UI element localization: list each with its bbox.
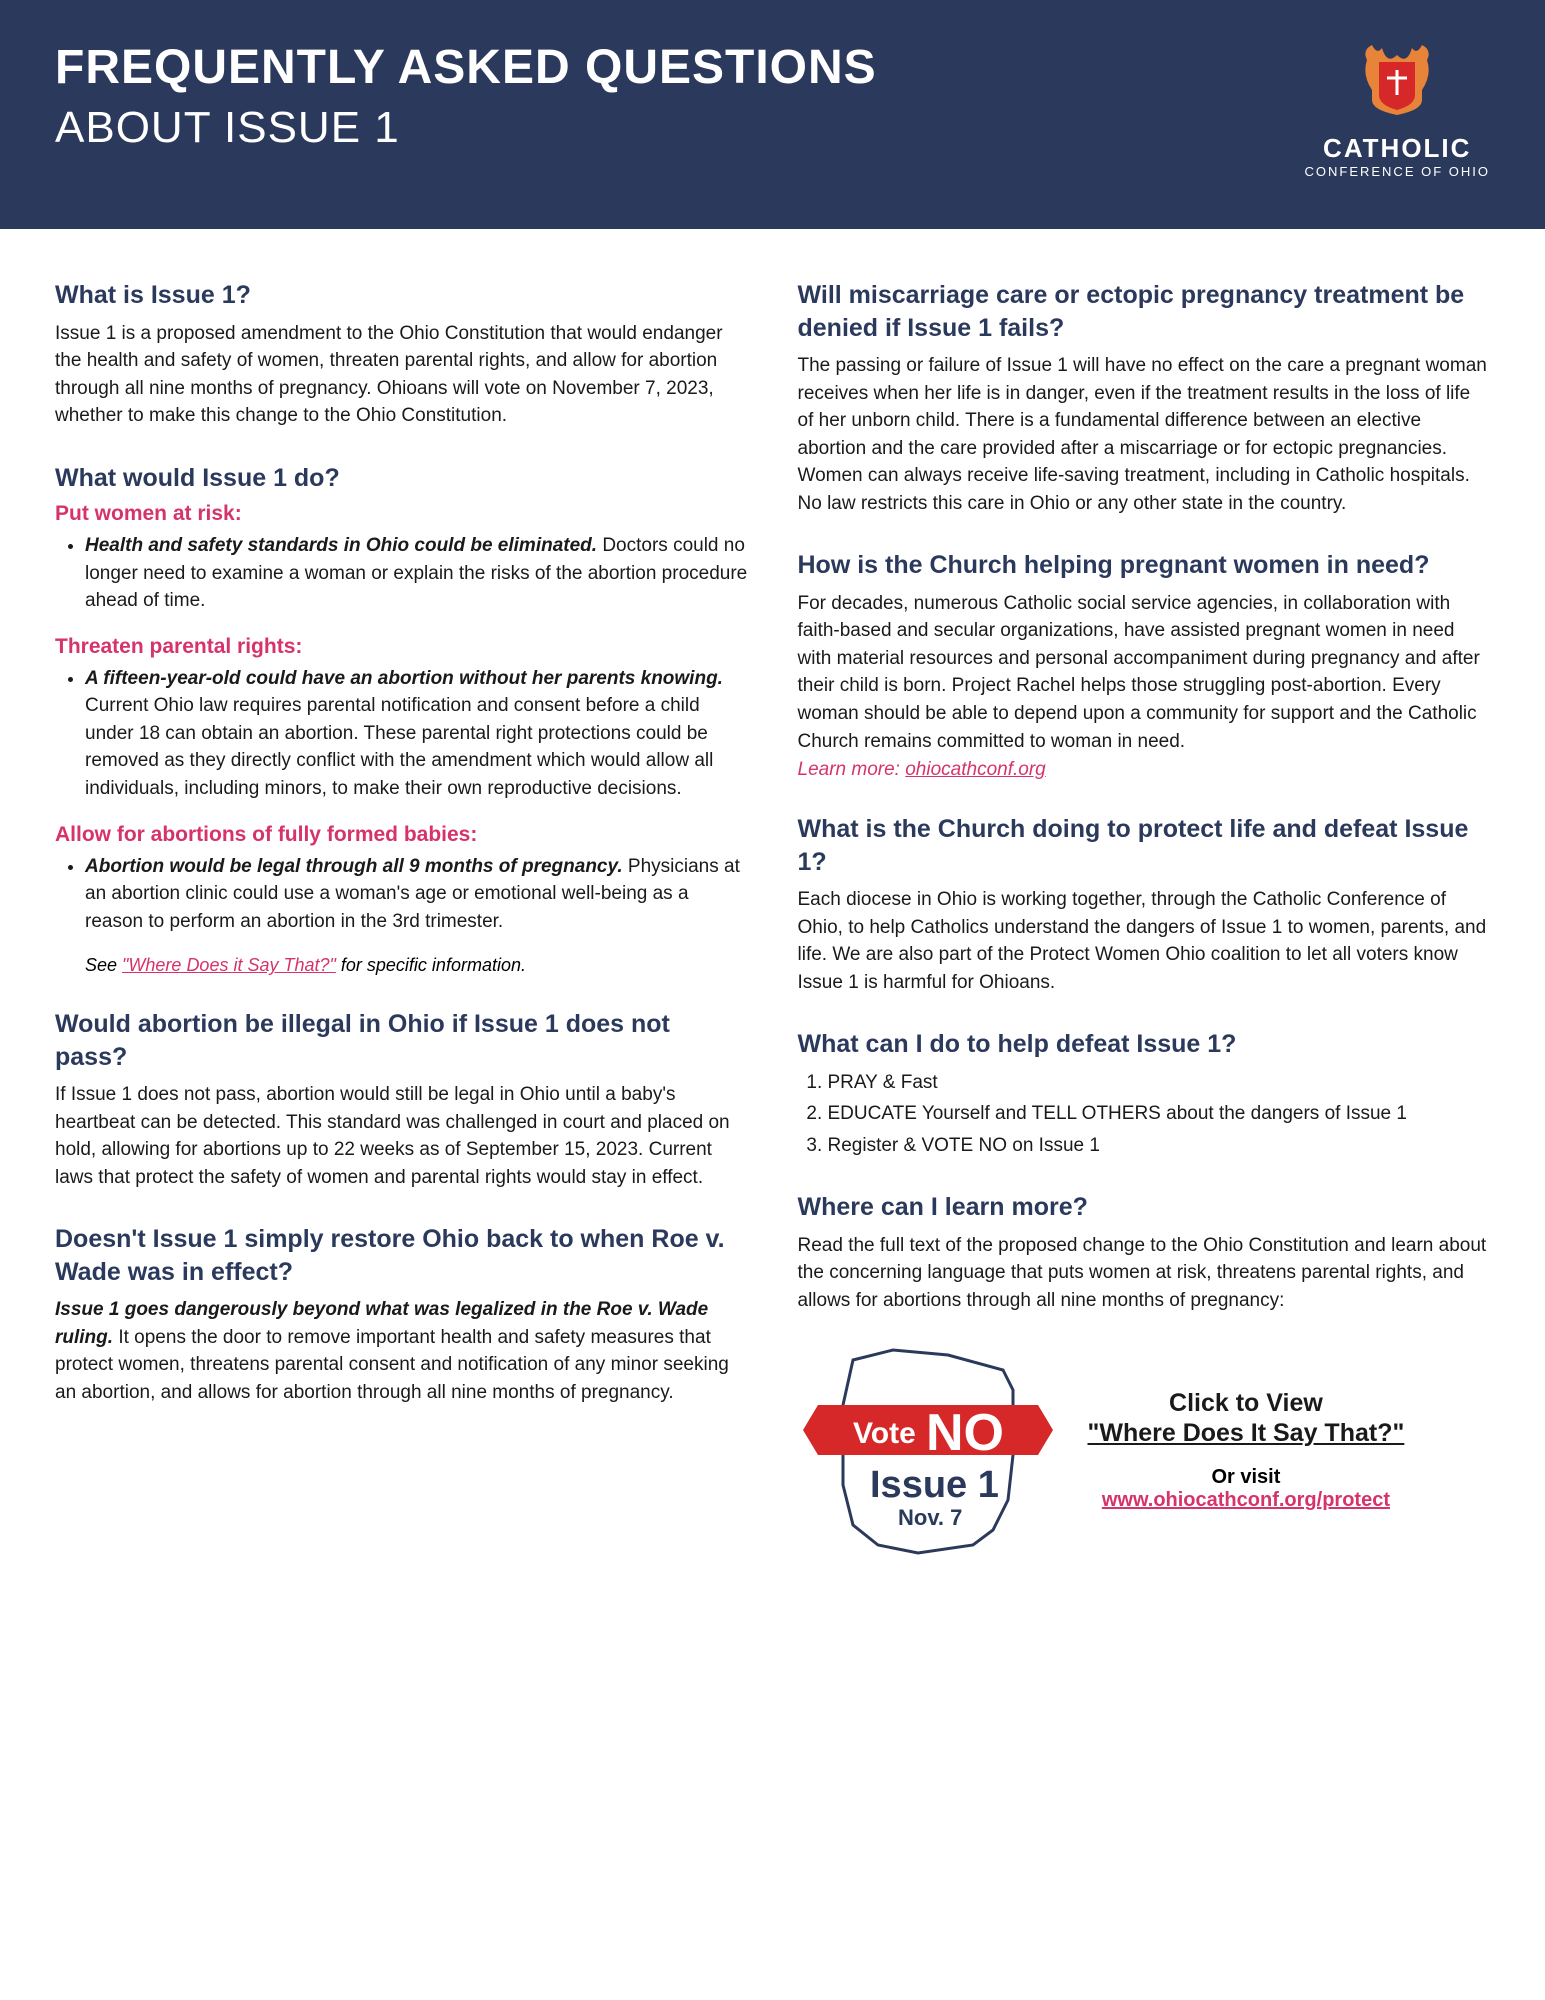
- q6-learn-pre: Learn more:: [798, 759, 906, 780]
- q5-title: Will miscarriage care or ectopic pregnan…: [798, 279, 1491, 344]
- see-pre: See: [85, 955, 122, 975]
- sub1-list: Health and safety standards in Ohio coul…: [55, 532, 748, 615]
- svg-text:Nov. 7: Nov. 7: [898, 1505, 962, 1530]
- sub3-item: Abortion would be legal through all 9 mo…: [85, 853, 748, 936]
- q6-title: How is the Church helping pregnant women…: [798, 549, 1491, 582]
- svg-text:Issue 1: Issue 1: [870, 1464, 999, 1506]
- flame-shield-icon: [1347, 40, 1447, 120]
- sub2-bold: A fifteen-year-old could have an abortio…: [85, 668, 723, 689]
- see-link[interactable]: "Where Does it Say That?": [122, 955, 336, 975]
- sub1-item: Health and safety standards in Ohio coul…: [85, 532, 748, 615]
- q3-body: If Issue 1 does not pass, abortion would…: [55, 1081, 748, 1191]
- header: FREQUENTLY ASKED QUESTIONS ABOUT ISSUE 1…: [0, 0, 1545, 229]
- q8-item-1: PRAY & Fast: [828, 1069, 1491, 1097]
- page-title: FREQUENTLY ASKED QUESTIONS: [55, 40, 877, 95]
- sub2-rest: Current Ohio law requires parental notif…: [85, 695, 713, 799]
- cta-row: Vote NO Issue 1 Nov. 7 Click to View "Wh…: [798, 1335, 1491, 1565]
- q9-body: Read the full text of the proposed chang…: [798, 1232, 1491, 1315]
- cta-click: Click to View: [1088, 1387, 1405, 1420]
- q8-item-2: EDUCATE Yourself and TELL OTHERS about t…: [828, 1100, 1491, 1128]
- q4-title: Doesn't Issue 1 simply restore Ohio back…: [55, 1223, 748, 1288]
- svg-text:Vote: Vote: [853, 1417, 916, 1450]
- logo-subtext: CONFERENCE OF OHIO: [1304, 164, 1490, 179]
- q4-rest: It opens the door to remove important he…: [55, 1327, 729, 1403]
- see-note: See "Where Does it Say That?" for specif…: [85, 955, 748, 976]
- q4-body: Issue 1 goes dangerously beyond what was…: [55, 1296, 748, 1406]
- header-text: FREQUENTLY ASKED QUESTIONS ABOUT ISSUE 1: [55, 40, 877, 153]
- q2-title: What would Issue 1 do?: [55, 462, 748, 495]
- q8-item-3: Register & VOTE NO on Issue 1: [828, 1132, 1491, 1160]
- q8-title: What can I do to help defeat Issue 1?: [798, 1028, 1491, 1061]
- sub3-list: Abortion would be legal through all 9 mo…: [55, 853, 748, 936]
- q6-learn: Learn more: ohiocathconf.org: [798, 759, 1491, 781]
- page-subtitle: ABOUT ISSUE 1: [55, 103, 877, 153]
- vote-no-badge-icon[interactable]: Vote NO Issue 1 Nov. 7: [798, 1335, 1058, 1565]
- right-column: Will miscarriage care or ectopic pregnan…: [798, 279, 1491, 1565]
- logo: CATHOLIC CONFERENCE OF OHIO: [1304, 40, 1490, 179]
- q1-body: Issue 1 is a proposed amendment to the O…: [55, 320, 748, 430]
- q7-body: Each diocese in Ohio is working together…: [798, 886, 1491, 996]
- q6-link[interactable]: ohiocathconf.org: [905, 759, 1046, 780]
- cta-view-link[interactable]: "Where Does It Say That?": [1088, 1419, 1405, 1447]
- sub2-item: A fifteen-year-old could have an abortio…: [85, 665, 748, 803]
- sub1-bold: Health and safety standards in Ohio coul…: [85, 535, 597, 556]
- logo-text: CATHOLIC: [1304, 133, 1490, 164]
- cta-url-link[interactable]: www.ohiocathconf.org/protect: [1102, 1489, 1390, 1511]
- q9-title: Where can I learn more?: [798, 1191, 1491, 1224]
- cta-text: Click to View "Where Does It Say That?" …: [1088, 1387, 1405, 1513]
- content: What is Issue 1? Issue 1 is a proposed a…: [0, 229, 1545, 1605]
- sub3-bold: Abortion would be legal through all 9 mo…: [85, 856, 623, 877]
- sub2-heading: Threaten parental rights:: [55, 635, 748, 659]
- svg-text:NO: NO: [926, 1404, 1004, 1462]
- cta-or: Or visit: [1088, 1466, 1405, 1489]
- q6-body: For decades, numerous Catholic social se…: [798, 590, 1491, 755]
- q1-title: What is Issue 1?: [55, 279, 748, 312]
- q8-list: PRAY & Fast EDUCATE Yourself and TELL OT…: [798, 1069, 1491, 1160]
- sub1-heading: Put women at risk:: [55, 502, 748, 526]
- sub3-heading: Allow for abortions of fully formed babi…: [55, 823, 748, 847]
- q7-title: What is the Church doing to protect life…: [798, 813, 1491, 878]
- sub2-list: A fifteen-year-old could have an abortio…: [55, 665, 748, 803]
- see-post: for specific information.: [336, 955, 526, 975]
- left-column: What is Issue 1? Issue 1 is a proposed a…: [55, 279, 748, 1565]
- q3-title: Would abortion be illegal in Ohio if Iss…: [55, 1008, 748, 1073]
- q5-body: The passing or failure of Issue 1 will h…: [798, 352, 1491, 517]
